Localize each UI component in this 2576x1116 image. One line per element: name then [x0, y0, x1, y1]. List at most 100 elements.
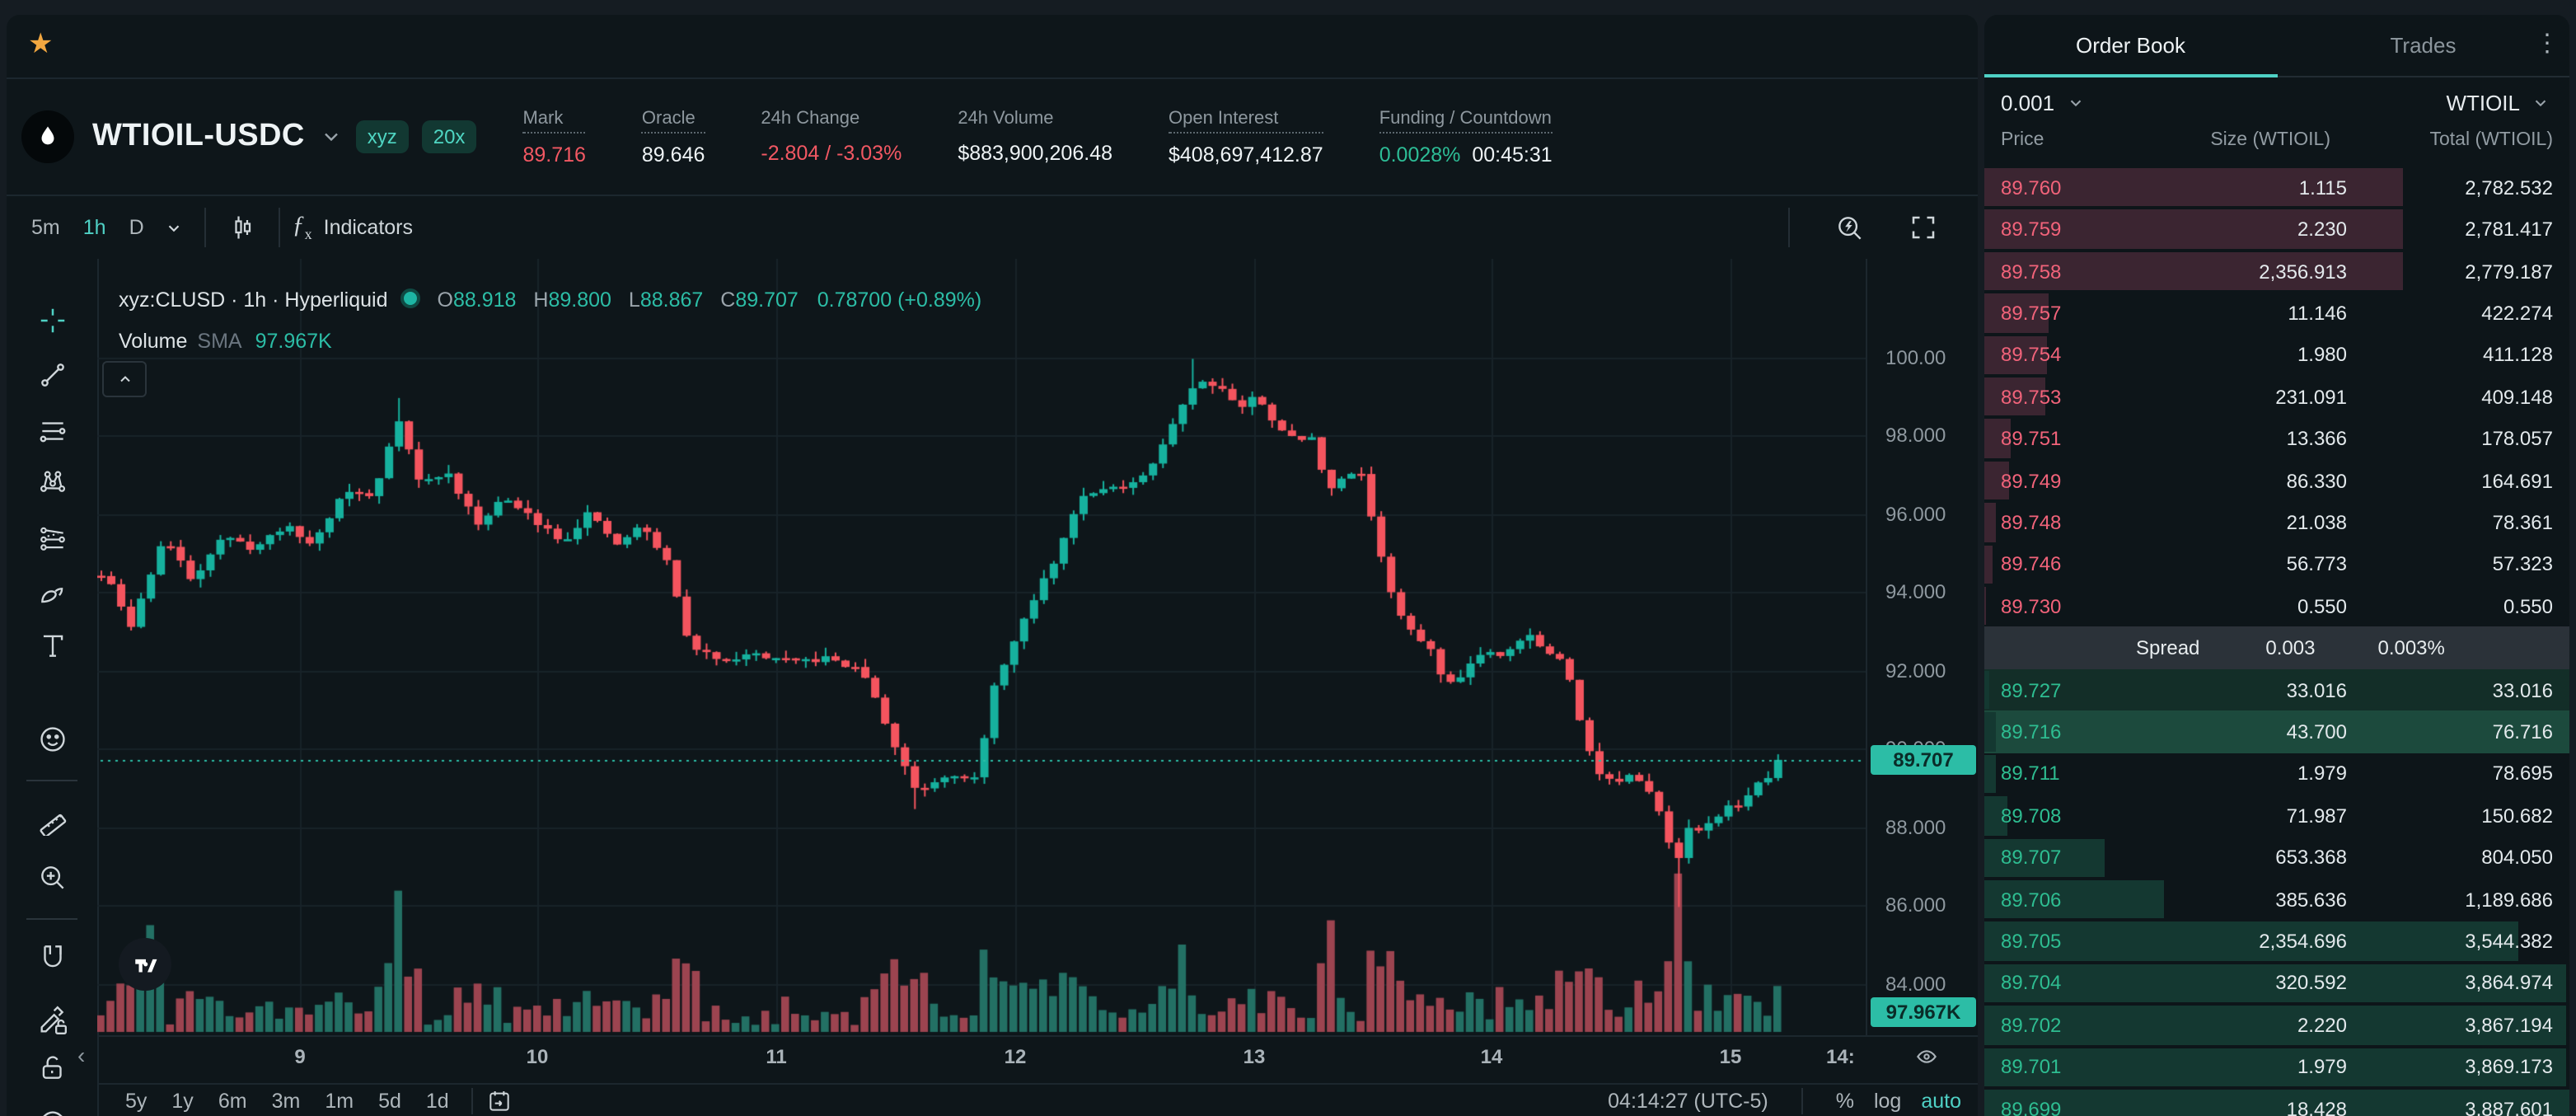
range-button-5y[interactable]: 5y	[125, 1090, 148, 1113]
order-book-row-bid[interactable]: 89.711 1.979 78.695	[1984, 753, 2569, 795]
order-book-row-bid[interactable]: 89.705 2,354.696 3,544.382	[1984, 921, 2569, 963]
order-book-row-ask[interactable]: 89.751 13.366 178.057	[1984, 418, 2569, 460]
order-book-row-ask[interactable]: 89.754 1.980 411.128	[1984, 334, 2569, 376]
range-button-1d[interactable]: 1d	[425, 1090, 449, 1113]
depth-bar	[1984, 209, 2403, 249]
size-cell: 385.636	[2275, 888, 2347, 912]
price-scale[interactable]: 84.00086.00088.00090.00092.00094.00096.0…	[1866, 259, 1978, 1035]
price-cell[interactable]: 89.705	[2001, 930, 2062, 954]
percent-scale-toggle[interactable]: %	[1835, 1090, 1854, 1113]
favorite-star-icon[interactable]: ★	[28, 28, 54, 59]
candle-style-icon[interactable]	[218, 208, 268, 247]
range-button-5d[interactable]: 5d	[378, 1090, 401, 1113]
order-book-row-bid[interactable]: 89.702 2.220 3,867.194	[1984, 1004, 2569, 1046]
brush-tool-icon[interactable]	[36, 577, 68, 608]
interval-dropdown-chevron-icon[interactable]	[156, 213, 194, 241]
chevron-left-icon[interactable]: ‹	[77, 1042, 86, 1068]
size-cell: 33.016	[2286, 678, 2347, 702]
legend-collapse-button[interactable]	[102, 361, 147, 397]
candlestick-canvas[interactable]	[97, 259, 1866, 1035]
range-button-3m[interactable]: 3m	[271, 1090, 301, 1113]
price-cell[interactable]: 89.753	[2001, 385, 2062, 409]
symbol-dropdown-chevron-icon[interactable]	[320, 125, 343, 148]
order-book-row-bid[interactable]: 89.716 43.700 76.716	[1984, 710, 2569, 753]
price-cell[interactable]: 89.699	[2001, 1097, 2062, 1116]
log-scale-toggle[interactable]: log	[1873, 1090, 1902, 1113]
quick-search-icon[interactable]	[1824, 207, 1876, 248]
interval-1h[interactable]: 1h	[82, 216, 106, 239]
scale-visibility-eye-icon[interactable]	[1913, 1043, 1940, 1070]
price-cell[interactable]: 89.708	[2001, 804, 2062, 828]
crosshair-tool-icon[interactable]	[36, 305, 68, 336]
price-cell[interactable]: 89.749	[2001, 469, 2062, 493]
emoji-tool-icon[interactable]	[36, 724, 68, 755]
price-cell[interactable]: 89.757	[2001, 301, 2062, 325]
total-cell: 2,782.532	[2465, 176, 2553, 199]
total-cell: 0.550	[2503, 594, 2553, 618]
tick-size-select[interactable]: 0.001	[2001, 91, 2084, 115]
order-book-row-ask[interactable]: 89.753 231.091 409.148	[1984, 376, 2569, 418]
order-book-row-bid[interactable]: 89.699 18.428 3,887.601	[1984, 1088, 2569, 1116]
order-book-row-ask[interactable]: 89.746 56.773 57.323	[1984, 543, 2569, 585]
price-cell[interactable]: 89.748	[2001, 510, 2062, 534]
leverage-badge[interactable]: 20x	[421, 120, 477, 153]
order-book-row-bid[interactable]: 89.701 1.979 3,869.173	[1984, 1046, 2569, 1088]
range-button-1m[interactable]: 1m	[325, 1090, 354, 1113]
price-cell[interactable]: 89.730	[2001, 594, 2062, 618]
lock-all-drawings-icon[interactable]	[36, 1052, 68, 1083]
tab-order-book[interactable]: Order Book	[2076, 33, 2185, 58]
order-book-row-bid[interactable]: 89.708 71.987 150.682	[1984, 795, 2569, 837]
time-axis[interactable]: ‹ 14: 9 10 11 12 13 14 15	[77, 1035, 1978, 1085]
order-book-row-ask[interactable]: 89.748 21.038 78.361	[1984, 502, 2569, 544]
price-cell[interactable]: 89.758	[2001, 260, 2062, 284]
interval-5m[interactable]: 5m	[31, 216, 60, 239]
projection-tool-icon[interactable]	[36, 523, 68, 554]
price-cell[interactable]: 89.760	[2001, 176, 2062, 199]
range-button-6m[interactable]: 6m	[218, 1090, 247, 1113]
price-cell[interactable]: 89.704	[2001, 971, 2062, 995]
order-book-row-bid[interactable]: 89.706 385.636 1,189.686	[1984, 879, 2569, 921]
order-book-row-ask[interactable]: 89.758 2,356.913 2,779.187	[1984, 251, 2569, 293]
order-book-row-ask[interactable]: 89.730 0.550 0.550	[1984, 585, 2569, 627]
trend-line-tool-icon[interactable]	[36, 359, 68, 391]
price-cell[interactable]: 89.716	[2001, 720, 2062, 743]
price-cell[interactable]: 89.759	[2001, 218, 2062, 241]
order-book-row-bid[interactable]: 89.727 33.016 33.016	[1984, 668, 2569, 711]
ruler-tool-icon[interactable]	[36, 804, 68, 836]
price-chart[interactable]: xyz:CLUSD · 1h · Hyperliquid O88.918 H89.…	[97, 259, 1866, 1035]
price-cell[interactable]: 89.751	[2001, 427, 2062, 451]
range-button-1y[interactable]: 1y	[171, 1090, 194, 1113]
fullscreen-icon[interactable]	[1899, 208, 1948, 247]
text-tool-icon[interactable]	[36, 630, 68, 661]
order-book-row-ask[interactable]: 89.757 11.146 422.274	[1984, 292, 2569, 334]
order-book-row-ask[interactable]: 89.760 1.115 2,782.532	[1984, 166, 2569, 209]
order-book-row-ask[interactable]: 89.749 86.330 164.691	[1984, 460, 2569, 502]
zoom-in-tool-icon[interactable]	[36, 862, 68, 893]
order-book-row-bid[interactable]: 89.707 653.368 804.050	[1984, 837, 2569, 879]
kebab-menu-icon[interactable]: ⋮	[2535, 30, 2560, 58]
fib-retracement-tool-icon[interactable]	[36, 415, 68, 447]
price-cell[interactable]: 89.701	[2001, 1055, 2062, 1079]
magnet-tool-icon[interactable]	[36, 941, 68, 973]
order-book-row-ask[interactable]: 89.759 2.230 2,781.417	[1984, 209, 2569, 251]
xabcd-pattern-tool-icon[interactable]	[36, 467, 68, 498]
drawing-lock-icon[interactable]	[35, 1004, 68, 1037]
price-cell[interactable]: 89.706	[2001, 888, 2062, 912]
price-cell[interactable]: 89.711	[2001, 762, 2060, 785]
price-cell[interactable]: 89.707	[2001, 846, 2062, 870]
auto-scale-toggle[interactable]: auto	[1921, 1090, 1961, 1113]
price-cell[interactable]: 89.727	[2001, 678, 2062, 702]
asset-unit-select[interactable]: WTIOIL	[2446, 91, 2550, 115]
indicators-button[interactable]: ƒx Indicators	[293, 213, 413, 242]
interval-1d[interactable]: D	[129, 216, 144, 239]
legend-symbol[interactable]: xyz:CLUSD · 1h · Hyperliquid	[119, 288, 388, 312]
clock[interactable]: 04:14:27 (UTC-5)	[1608, 1090, 1768, 1113]
price-cell[interactable]: 89.702	[2001, 1013, 2062, 1037]
tab-trades[interactable]: Trades	[2390, 33, 2457, 58]
order-book-row-bid[interactable]: 89.704 320.592 3,864.974	[1984, 962, 2569, 1004]
tradingview-logo[interactable]	[119, 938, 171, 991]
hide-drawings-icon[interactable]	[36, 1104, 68, 1116]
price-cell[interactable]: 89.754	[2001, 343, 2062, 367]
go-to-date-icon[interactable]	[487, 1088, 513, 1114]
price-cell[interactable]: 89.746	[2001, 552, 2062, 576]
